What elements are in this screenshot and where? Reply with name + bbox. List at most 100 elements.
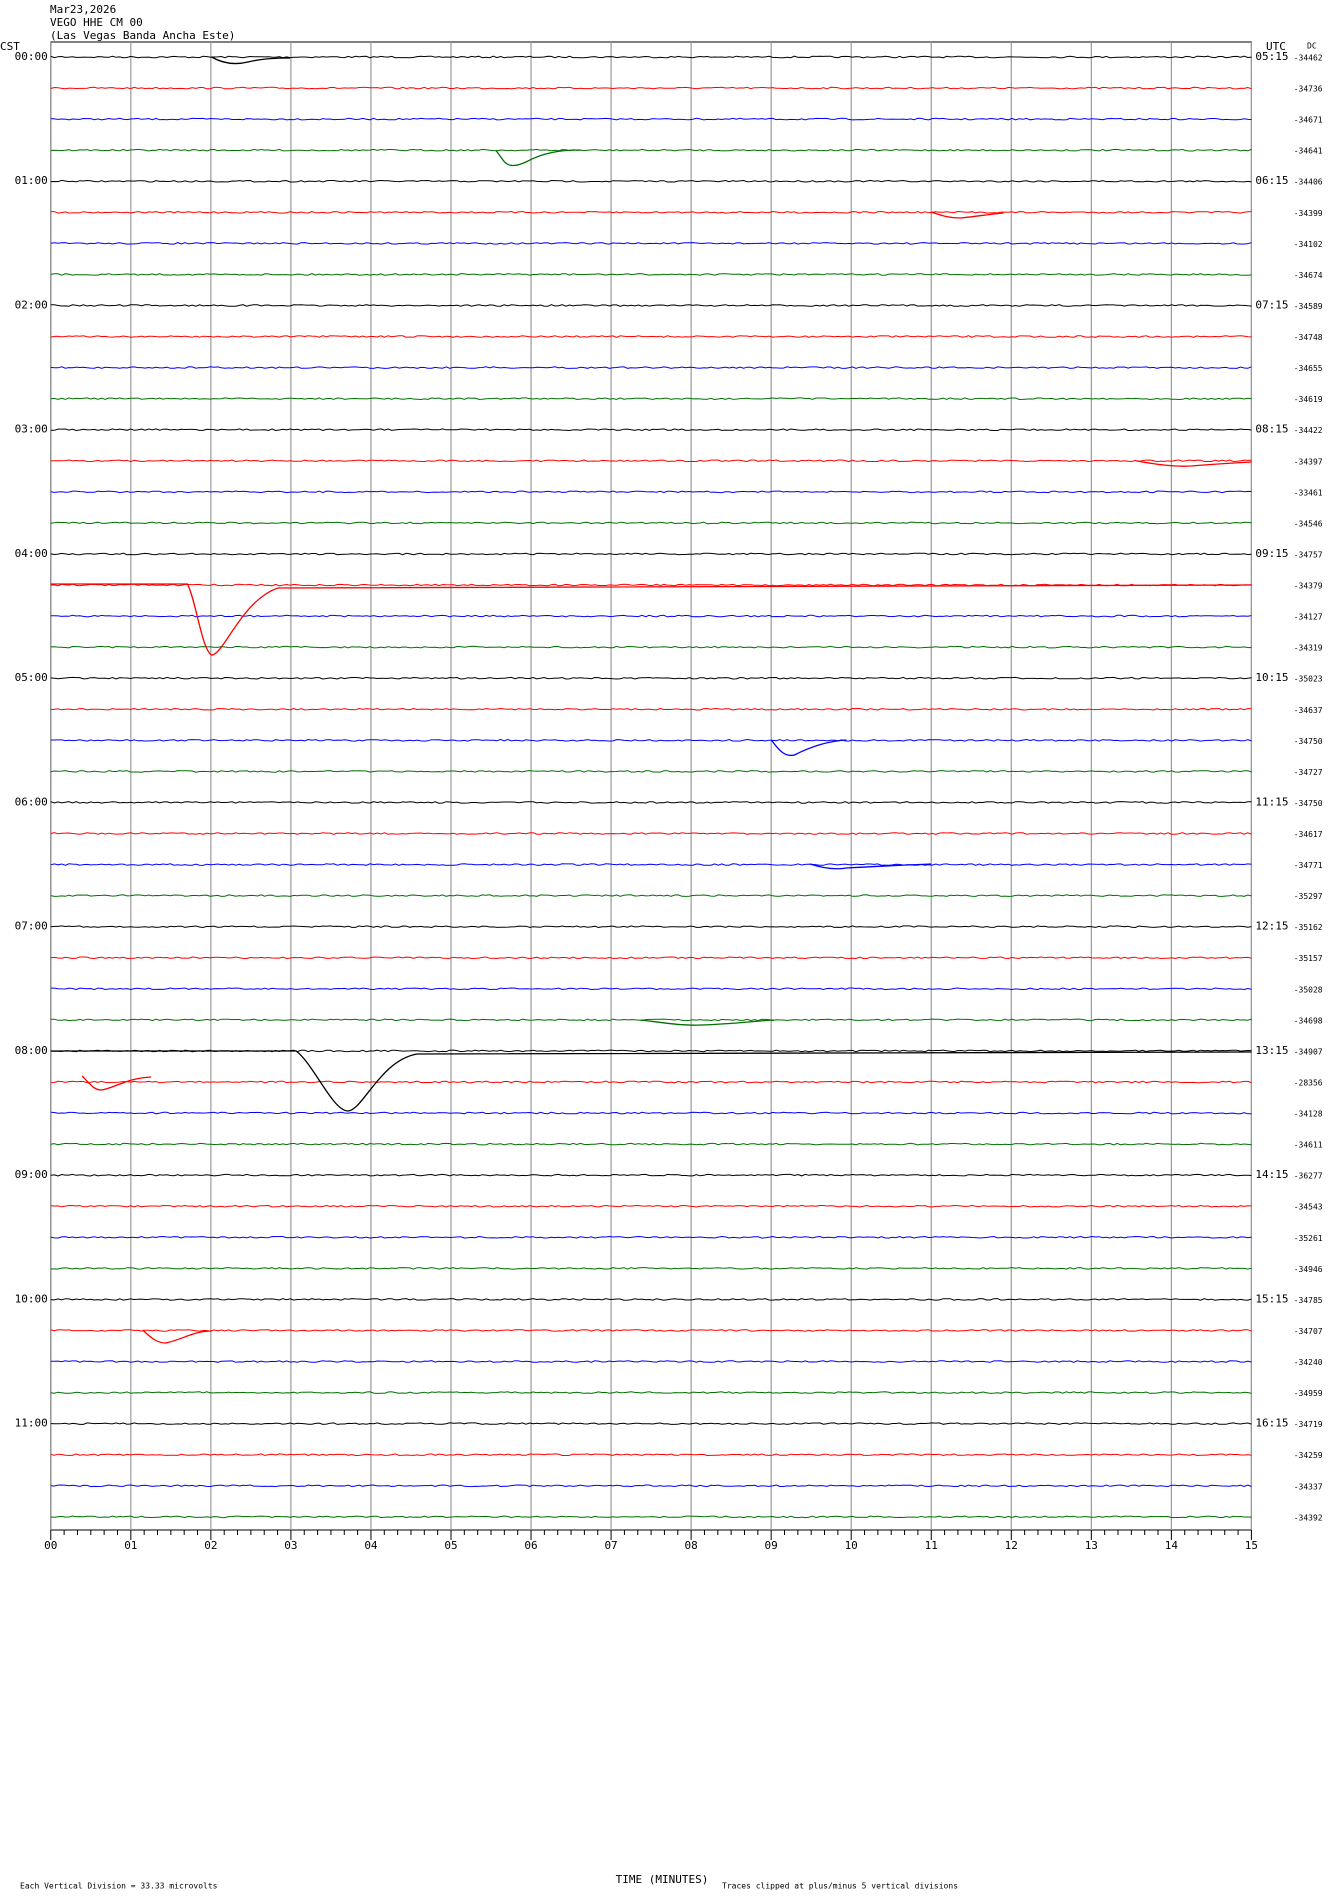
trace xyxy=(50,956,1252,960)
utc-label: 16:15 xyxy=(1255,1417,1288,1430)
dc-value: -34546 xyxy=(1294,519,1323,528)
x-axis-label: TIME (MINUTES) xyxy=(616,1873,709,1886)
dc-value: -34379 xyxy=(1294,582,1323,591)
dc-value: -34771 xyxy=(1294,861,1323,870)
trace xyxy=(50,366,1252,369)
dc-value: -34319 xyxy=(1294,644,1323,653)
dc-value: -34611 xyxy=(1294,1141,1323,1150)
utc-label: 05:15 xyxy=(1255,50,1288,63)
dc-value: -34674 xyxy=(1294,271,1323,280)
trace xyxy=(50,707,1252,711)
dc-value: -34259 xyxy=(1294,1451,1323,1460)
trace xyxy=(50,1422,1252,1425)
cst-label: 11:00 xyxy=(15,1417,48,1430)
dc-value: -34397 xyxy=(1294,457,1323,466)
trace xyxy=(50,614,1252,618)
trace xyxy=(50,1360,1252,1363)
dc-value: -34102 xyxy=(1294,240,1323,249)
trace xyxy=(50,738,1252,742)
dc-value: -35023 xyxy=(1294,675,1323,684)
cst-label: 06:00 xyxy=(15,795,48,808)
trace xyxy=(50,1142,1252,1146)
events xyxy=(51,57,1252,1343)
dc-value: -34337 xyxy=(1294,1482,1323,1491)
dc-value: -34589 xyxy=(1294,302,1323,311)
utc-label: 10:15 xyxy=(1255,671,1288,684)
trace xyxy=(50,552,1252,556)
x-tick-label: 03 xyxy=(284,1539,297,1552)
trace xyxy=(50,397,1252,401)
cst-label: 00:00 xyxy=(15,50,48,63)
x-tick-label: 12 xyxy=(1005,1539,1018,1552)
dc-value: -34399 xyxy=(1294,209,1323,218)
cst-label: 09:00 xyxy=(15,1168,48,1181)
dc-value: -34785 xyxy=(1294,1296,1323,1305)
dc-value: -34959 xyxy=(1294,1389,1323,1398)
trace xyxy=(50,55,1252,59)
event-trace xyxy=(810,864,931,869)
trace xyxy=(50,770,1252,773)
cst-label: 05:00 xyxy=(15,671,48,684)
dc-value: -35261 xyxy=(1294,1234,1323,1243)
trace xyxy=(50,1266,1252,1270)
dc-value: -34946 xyxy=(1294,1265,1323,1274)
trace xyxy=(50,1204,1252,1208)
utc-label: 13:15 xyxy=(1255,1044,1288,1057)
trace xyxy=(50,645,1252,649)
trace xyxy=(50,1484,1252,1488)
station: VEGO HHE CM 00 xyxy=(50,16,143,29)
event-trace xyxy=(82,1076,151,1090)
cst-label: 10:00 xyxy=(15,1292,48,1305)
x-tick-label: 10 xyxy=(845,1539,858,1552)
dc-value: -35028 xyxy=(1294,985,1323,994)
dc-value: -34619 xyxy=(1294,395,1323,404)
event-trace xyxy=(51,584,1252,655)
cst-label: 03:00 xyxy=(15,423,48,436)
event-trace xyxy=(771,740,846,755)
event-trace xyxy=(143,1330,212,1343)
trace xyxy=(50,1329,1252,1332)
dc-value: -34671 xyxy=(1294,116,1323,125)
x-tick-label: 14 xyxy=(1165,1539,1179,1552)
dc-value: -34617 xyxy=(1294,830,1323,839)
dc-value: -28356 xyxy=(1294,1078,1323,1087)
dc-label: DC xyxy=(1307,42,1317,51)
x-tick-label: 15 xyxy=(1245,1539,1258,1552)
trace xyxy=(50,676,1252,680)
trace xyxy=(50,1235,1252,1239)
dc-value: -33461 xyxy=(1294,488,1323,497)
dc-value: -34655 xyxy=(1294,364,1323,373)
x-tick-label: 00 xyxy=(44,1539,57,1552)
dc-value: -34637 xyxy=(1294,706,1323,715)
event-trace xyxy=(641,1020,774,1025)
location: (Las Vegas Banda Ancha Este) xyxy=(50,29,235,42)
dc-value: -34392 xyxy=(1294,1513,1323,1522)
x-tick-label: 13 xyxy=(1085,1539,1098,1552)
trace xyxy=(50,1298,1252,1301)
utc-label: 15:15 xyxy=(1255,1292,1288,1305)
trace xyxy=(50,863,1252,866)
trace xyxy=(50,1080,1252,1084)
trace xyxy=(50,179,1252,183)
cst-label: 08:00 xyxy=(15,1044,48,1057)
cst-label: 01:00 xyxy=(15,174,48,187)
trace xyxy=(50,1173,1252,1177)
trace xyxy=(50,521,1252,525)
cst-label: 07:00 xyxy=(15,920,48,933)
dc-value: -34727 xyxy=(1294,768,1323,777)
plot-frame xyxy=(50,41,1252,1531)
dc-value: -34462 xyxy=(1294,54,1323,63)
trace xyxy=(50,1453,1252,1457)
utc-label: 08:15 xyxy=(1255,423,1288,436)
event-trace xyxy=(51,1051,1252,1111)
dc-value: -34698 xyxy=(1294,1016,1323,1025)
event-trace xyxy=(931,212,1004,218)
trace xyxy=(50,242,1252,245)
dc-value: -36277 xyxy=(1294,1172,1323,1181)
trace xyxy=(50,894,1252,897)
utc-label: 07:15 xyxy=(1255,298,1288,311)
dc-value: -34750 xyxy=(1294,737,1323,746)
trace xyxy=(50,1515,1252,1519)
trace xyxy=(50,273,1252,276)
dc-value: -35157 xyxy=(1294,954,1323,963)
